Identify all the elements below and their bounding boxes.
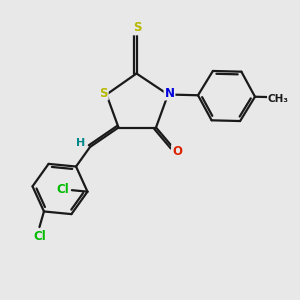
Text: S: S xyxy=(133,21,141,34)
Text: Cl: Cl xyxy=(56,183,69,196)
Text: CH₃: CH₃ xyxy=(268,94,289,103)
Text: N: N xyxy=(164,86,175,100)
Text: O: O xyxy=(172,145,182,158)
Text: Cl: Cl xyxy=(33,230,46,243)
Text: H: H xyxy=(76,137,85,148)
Text: S: S xyxy=(99,86,108,100)
